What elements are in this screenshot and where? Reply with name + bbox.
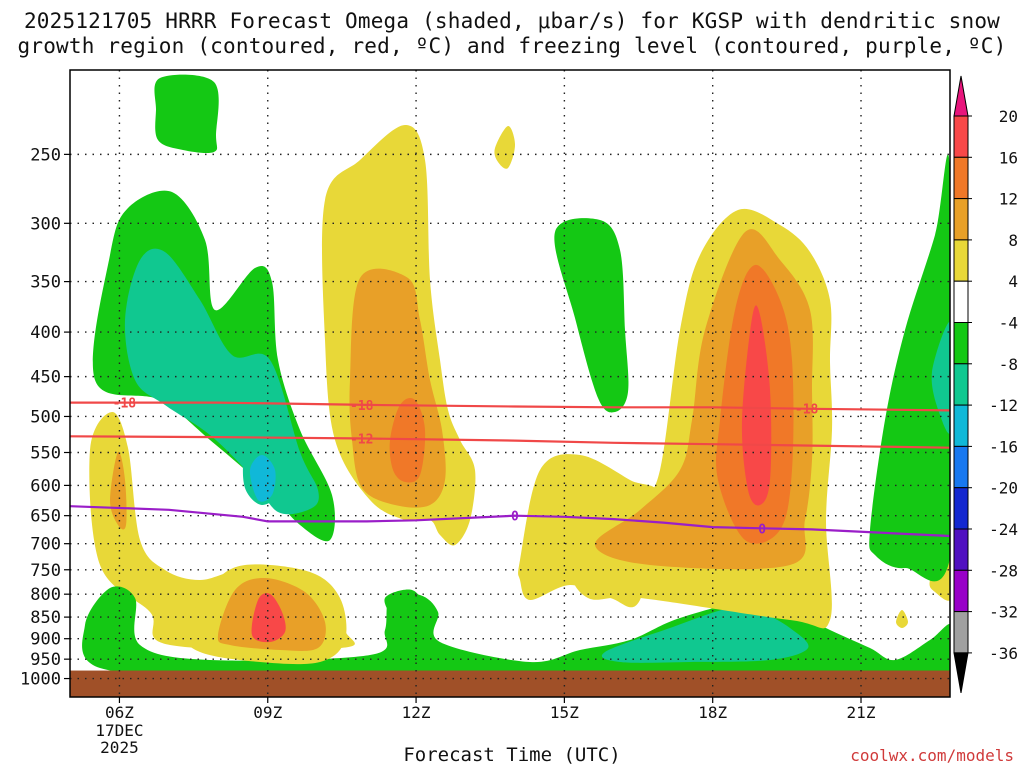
surface-ground xyxy=(70,670,950,697)
axes: 2503003504004505005506006507007508008509… xyxy=(20,69,951,757)
y-tick-label-600: 600 xyxy=(30,476,61,496)
colorbar-segment xyxy=(953,156,969,200)
colorbar-label: -24 xyxy=(989,520,1018,539)
colorbar-segment xyxy=(953,198,969,241)
x-tick-label-21Z: 21Z xyxy=(847,703,876,722)
colorbar-label: 20 xyxy=(999,107,1018,126)
y-tick-label-750: 750 xyxy=(30,561,61,581)
colorbar-top-arrow xyxy=(953,75,969,117)
x-tick-label-09Z: 09Z xyxy=(253,703,282,722)
omega-shaded-regions xyxy=(70,74,950,697)
colorbar-segment xyxy=(953,363,969,406)
x-tick-sublabel: 2025 xyxy=(100,738,139,757)
credit-link[interactable]: coolwx.com/models xyxy=(850,746,1014,765)
colorbar-segment xyxy=(953,239,969,282)
y-tick-label-1000: 1000 xyxy=(20,670,61,690)
freezing_level-contour xyxy=(70,505,950,538)
omega-region-minus4-5 xyxy=(869,154,950,582)
colorbar-label: -12 xyxy=(989,396,1018,415)
omega-region-minus4-1 xyxy=(154,74,219,154)
colorbar-segment xyxy=(953,280,969,324)
y-tick-label-550: 550 xyxy=(30,444,61,464)
colorbar-segment xyxy=(953,404,969,447)
dgz_top-contour xyxy=(70,401,950,412)
x-tick-label-18Z: 18Z xyxy=(698,703,727,722)
colorbar-label: -20 xyxy=(989,479,1018,498)
y-tick-label-850: 850 xyxy=(30,608,61,628)
plot-frame xyxy=(69,69,951,698)
x-tick-label-15Z: 15Z xyxy=(550,703,579,722)
x-tick-label-06Z: 06Z xyxy=(105,703,134,722)
omega-region-4-small xyxy=(896,610,908,628)
colorbar-bottom-arrow xyxy=(953,652,969,693)
colorbar-label: 8 xyxy=(1008,231,1018,250)
colorbar-label: 4 xyxy=(1008,272,1018,291)
colorbar-segment xyxy=(953,487,969,530)
y-tick-label-650: 650 xyxy=(30,507,61,527)
colorbar-label: -32 xyxy=(989,603,1018,622)
omega-region-4-250 xyxy=(494,125,515,169)
x-tick-label-12Z: 12Z xyxy=(402,703,431,722)
omega-region-minus8-8 xyxy=(601,607,809,663)
omega-region-minus8-6 xyxy=(931,321,950,434)
freezing_level-label: 0 xyxy=(511,510,519,525)
colorbar-label: -28 xyxy=(989,561,1018,580)
dgz_top-label: -18 xyxy=(795,403,819,418)
x-axis-label: Forecast Time (UTC) xyxy=(403,744,621,766)
temperature-contours: -18 -18 -18 -12 0 0 xyxy=(70,397,950,538)
colorbar-segment xyxy=(953,528,969,571)
freezing_level-label: 0 xyxy=(758,522,766,537)
omega-region-16-15 xyxy=(741,305,772,506)
chart-title-line-2: growth region (contoured, red, ºC) and f… xyxy=(17,34,1007,58)
dgz_top-label: -18 xyxy=(350,399,374,414)
colorbar-segment xyxy=(953,115,969,158)
y-tick-label-250: 250 xyxy=(30,145,61,165)
y-tick-label-700: 700 xyxy=(30,535,61,555)
y-tick-label-950: 950 xyxy=(30,650,61,670)
y-tick-label-500: 500 xyxy=(30,407,61,427)
y-tick-label-450: 450 xyxy=(30,368,61,388)
chart-title-line-1: 2025121705 HRRR Forecast Omega (shaded, … xyxy=(23,9,1001,33)
omega-region-16-18 xyxy=(251,593,286,643)
x-tick-sublabel: 17DEC xyxy=(95,721,143,740)
omega-colorbar: 20 16 12 8 4 -4 -8 -12 -16 -20 -24 -28 -32 -36 xyxy=(953,75,1018,693)
colorbar-segment xyxy=(953,569,969,613)
y-tick-label-900: 900 xyxy=(30,630,61,650)
omega-region-minus4-4 xyxy=(554,218,629,413)
colorbar-label: -36 xyxy=(989,644,1018,663)
colorbar-segment xyxy=(953,322,969,365)
colorbar-label: 16 xyxy=(999,148,1018,167)
y-tick-label-800: 800 xyxy=(30,585,61,605)
omega-region-8-west xyxy=(110,451,127,530)
omega-region-minus12-09z xyxy=(249,455,276,502)
y-tick-label-300: 300 xyxy=(30,214,61,234)
colorbar-segment xyxy=(953,445,969,489)
colorbar-label: -16 xyxy=(989,437,1018,456)
colorbar-label: -4 xyxy=(999,314,1018,333)
y-tick-label-350: 350 xyxy=(30,273,61,293)
omega-region-minus8-3 xyxy=(124,248,319,515)
omega-region-minus8-core xyxy=(158,283,176,351)
colorbar-segment xyxy=(953,611,969,654)
colorbar-label: 12 xyxy=(999,190,1018,209)
dgz_bottom-contour xyxy=(70,435,950,449)
y-tick-label-400: 400 xyxy=(30,323,61,343)
colorbar-label: -8 xyxy=(999,355,1018,374)
dgz_top-label: -18 xyxy=(113,397,137,412)
dgz_bottom-label: -12 xyxy=(350,432,373,447)
